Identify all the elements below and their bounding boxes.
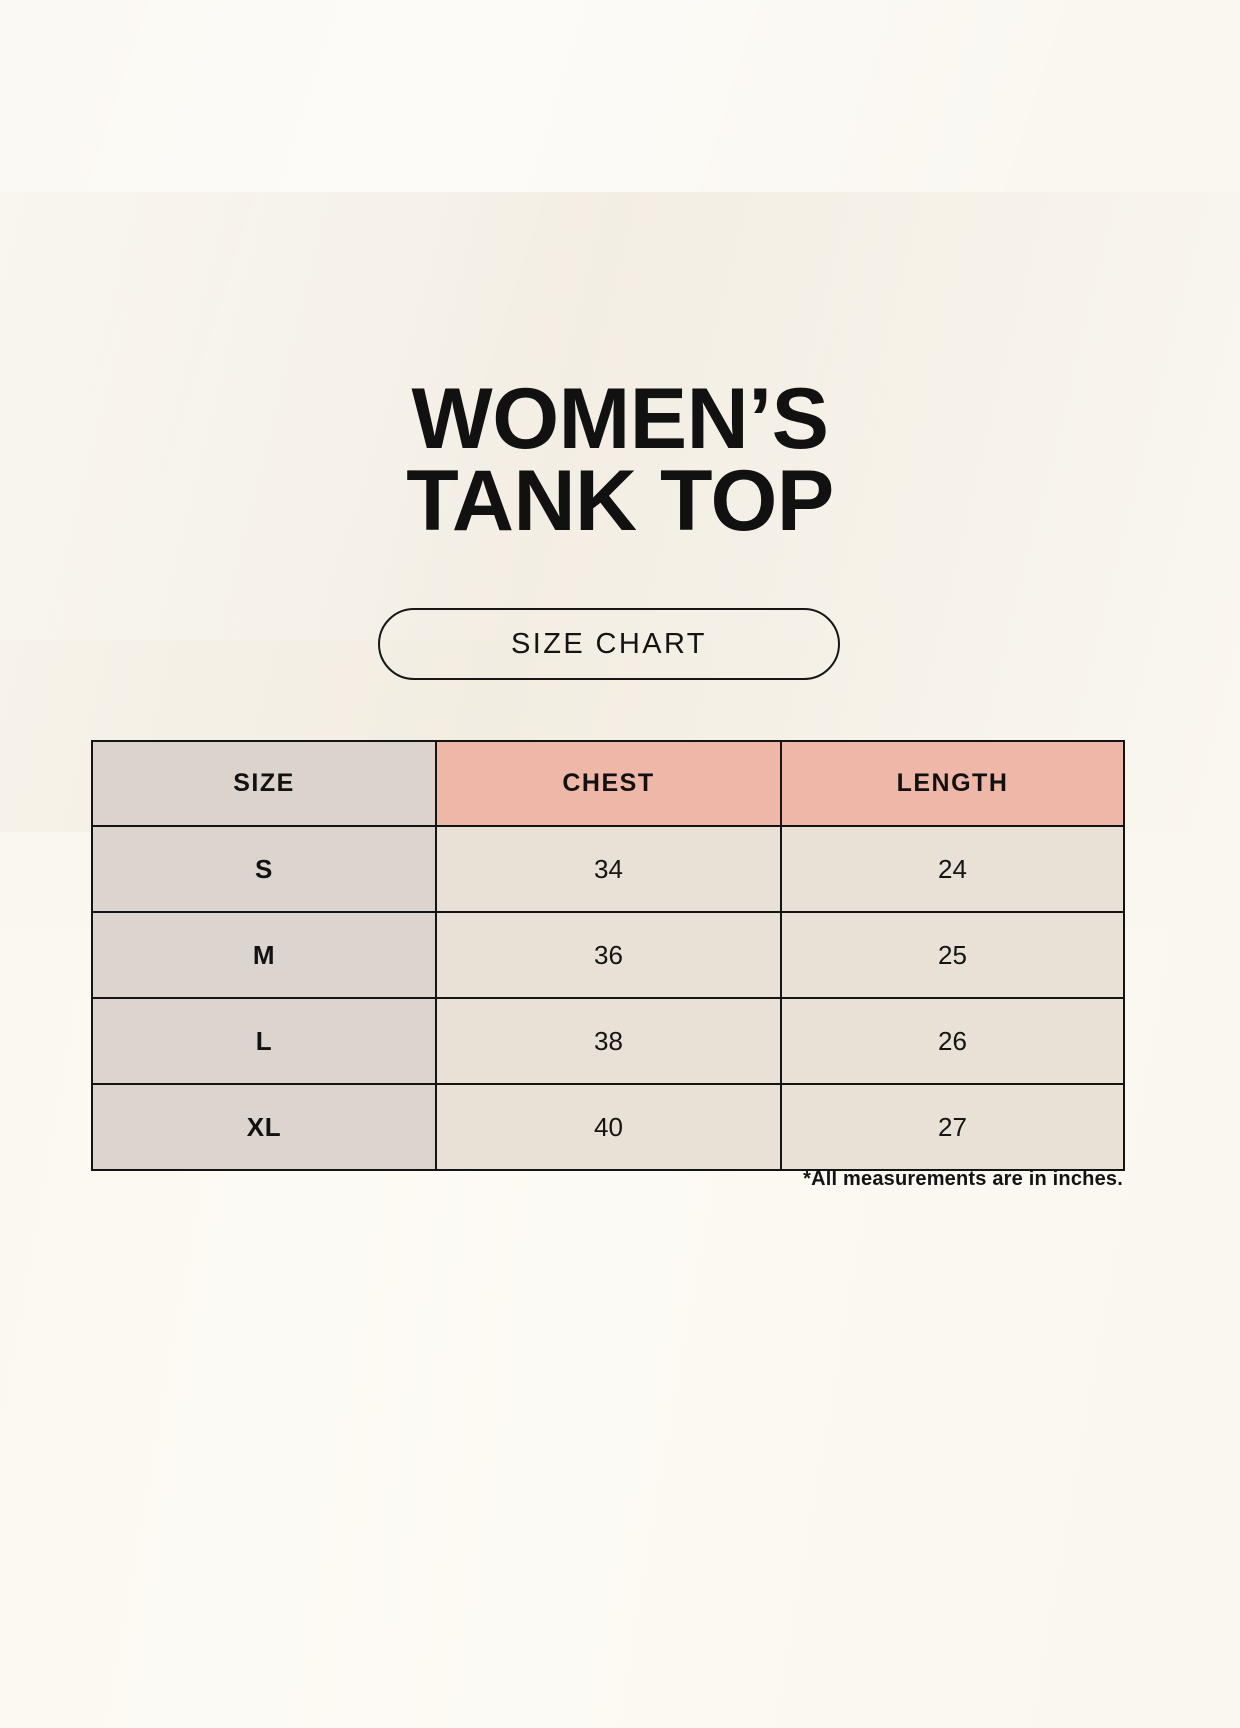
cell-length-m: 25	[780, 911, 1125, 999]
measurement-units-note: *All measurements are in inches.	[803, 1168, 1123, 1190]
cell-length-xl: 27	[780, 1083, 1125, 1171]
cell-size-s: S	[91, 825, 437, 913]
column-header-chest: CHEST	[435, 740, 782, 827]
title-line-1: WOMEN’S	[411, 371, 829, 467]
table-row: M 36 25	[91, 911, 1125, 999]
cell-chest-xl: 40	[435, 1083, 782, 1171]
table-header: SIZE CHEST LENGTH	[91, 740, 1125, 827]
page-title: WOMEN’S TANK TOP	[0, 371, 1240, 549]
cell-chest-m: 36	[435, 911, 782, 999]
table-body: S 34 24 M 36 25 L 38 26 XL 40 27	[91, 825, 1125, 1171]
cell-chest-l: 38	[435, 997, 782, 1085]
column-header-size: SIZE	[91, 740, 437, 827]
table-header-row: SIZE CHEST LENGTH	[91, 740, 1125, 827]
table-row: XL 40 27	[91, 1083, 1125, 1171]
cell-chest-s: 34	[435, 825, 782, 913]
cell-length-s: 24	[780, 825, 1125, 913]
column-header-length: LENGTH	[780, 740, 1125, 827]
cell-length-l: 26	[780, 997, 1125, 1085]
cell-size-l: L	[91, 997, 437, 1085]
cell-size-m: M	[91, 911, 437, 999]
cell-size-xl: XL	[91, 1083, 437, 1171]
table-row: L 38 26	[91, 997, 1125, 1085]
size-chart-badge-label: SIZE CHART	[511, 627, 707, 660]
table-row: S 34 24	[91, 825, 1125, 913]
title-line-2: TANK TOP	[406, 453, 834, 549]
size-chart-table: SIZE CHEST LENGTH S 34 24 M 36 25 L 38 2…	[91, 740, 1125, 1171]
size-chart-badge: SIZE CHART	[378, 608, 840, 680]
